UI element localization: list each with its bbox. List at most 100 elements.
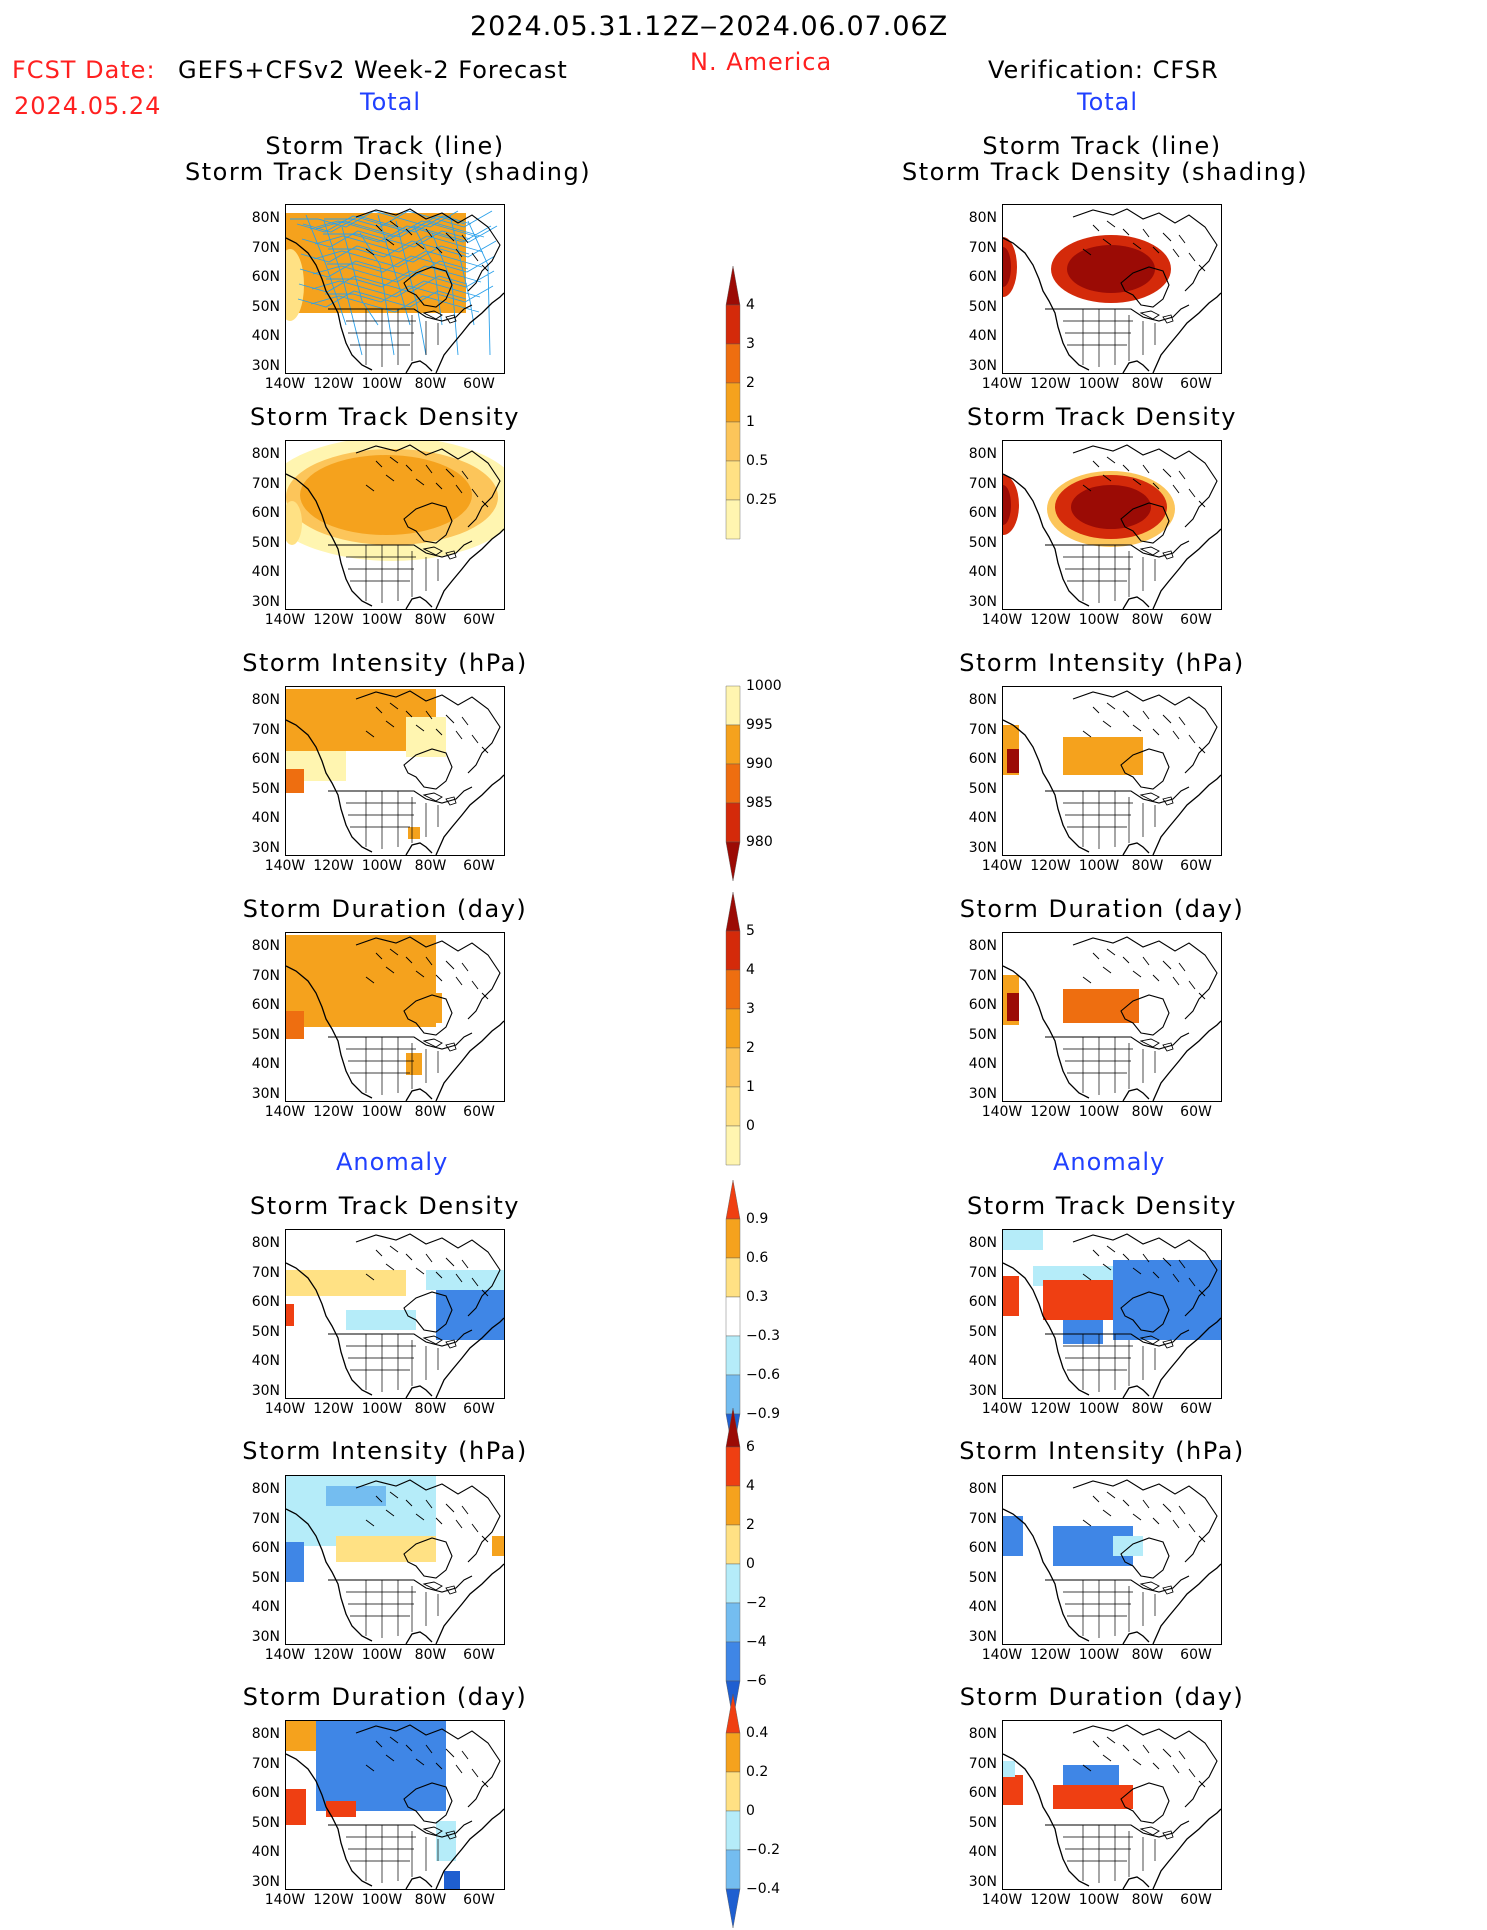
lon-label: 60W: [463, 1401, 495, 1417]
colorbar-label: 3: [746, 1001, 755, 1017]
colorbar-label: −0.6: [746, 1367, 780, 1383]
colorbar-segment: [725, 460, 741, 501]
colorbar-segment: [725, 1296, 741, 1337]
lon-label: 80W: [1131, 1647, 1164, 1663]
lon-label: 140W: [264, 1647, 306, 1663]
colorbar-segment: [725, 343, 741, 384]
colorbar-label: −2: [746, 1595, 767, 1611]
lon-label: 60W: [463, 1647, 495, 1663]
shading-area: [286, 1542, 304, 1582]
map-canvas: [1003, 1230, 1221, 1398]
lat-label: 80N: [251, 938, 280, 954]
arctic-islands: [365, 456, 489, 508]
shading-area: [286, 1721, 316, 1751]
shading-area: [336, 1536, 436, 1562]
colorbar-label: 4: [746, 297, 755, 313]
lat-label: 60N: [251, 505, 280, 521]
lon-label: 140W: [981, 1401, 1023, 1417]
shading-area: [1043, 1280, 1123, 1320]
state-lines: [346, 1334, 439, 1392]
lat-label: 70N: [251, 475, 280, 492]
colorbar-segment: [725, 1888, 741, 1929]
colorbar-label: 2: [746, 1517, 755, 1533]
hudson-bay: [403, 1291, 453, 1333]
lat-label: 60N: [251, 997, 280, 1013]
lat-label: 30N: [968, 1085, 997, 1102]
shading-area: [346, 1310, 416, 1330]
state-lines: [346, 1037, 439, 1095]
lat-label: 40N: [968, 564, 997, 580]
map-panel-obs-anom-duration: [1002, 1720, 1222, 1890]
lat-label: 70N: [251, 721, 280, 738]
arctic-coastline: [355, 208, 501, 292]
lon-label: 140W: [264, 1104, 306, 1120]
arctic-islands: [1082, 1245, 1206, 1297]
map-panel-fcst-track: [285, 204, 505, 374]
lat-label: 60N: [968, 1785, 997, 1801]
us-canada-border: [1045, 1575, 1190, 1593]
lat-label: 70N: [251, 1264, 280, 1281]
shading-area: [408, 827, 420, 839]
hudson-bay: [403, 748, 453, 790]
colorbar-density_total: [725, 265, 741, 540]
shading-area: [444, 1871, 460, 1889]
shading-area: [1003, 247, 1011, 287]
lat-label: 40N: [251, 1056, 280, 1072]
map-canvas: [286, 1721, 504, 1889]
lat-label: 30N: [968, 593, 997, 610]
arctic-islands: [1082, 948, 1206, 1000]
colorbar-segment: [725, 1257, 741, 1298]
shading-area: [286, 1011, 304, 1039]
lon-label: 120W: [1030, 376, 1071, 392]
panel-title-track-line-left: Storm Track (line): [265, 132, 505, 160]
colorbar-segment: [725, 1407, 741, 1448]
shading-area: [1003, 1276, 1019, 1316]
lon-label: 80W: [414, 1647, 447, 1663]
colorbar-segment: [725, 891, 741, 932]
shading-area: [326, 1486, 386, 1506]
shading-area: [426, 993, 442, 1023]
lon-label: 120W: [313, 1892, 354, 1908]
coastline: [1003, 1753, 1221, 1889]
coastline: [1003, 1508, 1221, 1644]
map-panel-fcst-anom-duration: [285, 1720, 505, 1890]
state-lines: [1063, 309, 1156, 367]
state-lines: [1063, 791, 1156, 849]
lat-label: 60N: [251, 1540, 280, 1556]
shading-area: [426, 1270, 504, 1290]
shading-area: [316, 1721, 446, 1811]
lat-label: 50N: [968, 534, 997, 551]
hudson-bay: [1120, 266, 1170, 308]
hudson-bay: [403, 502, 453, 544]
coastline: [1003, 965, 1221, 1101]
colorbar-segment: [725, 802, 741, 843]
coastline: [286, 237, 504, 373]
colorbar-segment: [725, 1602, 741, 1643]
great-lakes: [1139, 792, 1174, 806]
colorbar-segment: [725, 1125, 741, 1166]
lat-label: 30N: [251, 1085, 280, 1102]
lat-label: 60N: [968, 505, 997, 521]
colorbar-label: 985: [746, 795, 773, 811]
colorbar-segment: [725, 1563, 741, 1604]
lat-label: 50N: [968, 1569, 997, 1586]
lat-label: 60N: [968, 997, 997, 1013]
lon-label: 120W: [313, 858, 354, 874]
lat-label: 80N: [251, 1481, 280, 1497]
lon-label: 100W: [361, 1104, 403, 1120]
lon-label: 60W: [1180, 858, 1212, 874]
lat-label: 50N: [968, 1026, 997, 1043]
shading-area: [1067, 245, 1155, 293]
lat-label: 40N: [968, 328, 997, 344]
lon-label: 60W: [1180, 1401, 1212, 1417]
shading-area: [286, 1789, 306, 1825]
lat-label: 80N: [968, 210, 997, 226]
shading-area: [326, 1801, 356, 1817]
lat-label: 80N: [251, 446, 280, 462]
lat-label: 30N: [251, 839, 280, 856]
colorbar-segment: [725, 499, 741, 540]
map-panel-fcst-anom-intensity: [285, 1475, 505, 1645]
state-lines: [1063, 1825, 1156, 1883]
coastline: [1003, 1262, 1221, 1398]
lon-label: 80W: [414, 376, 447, 392]
